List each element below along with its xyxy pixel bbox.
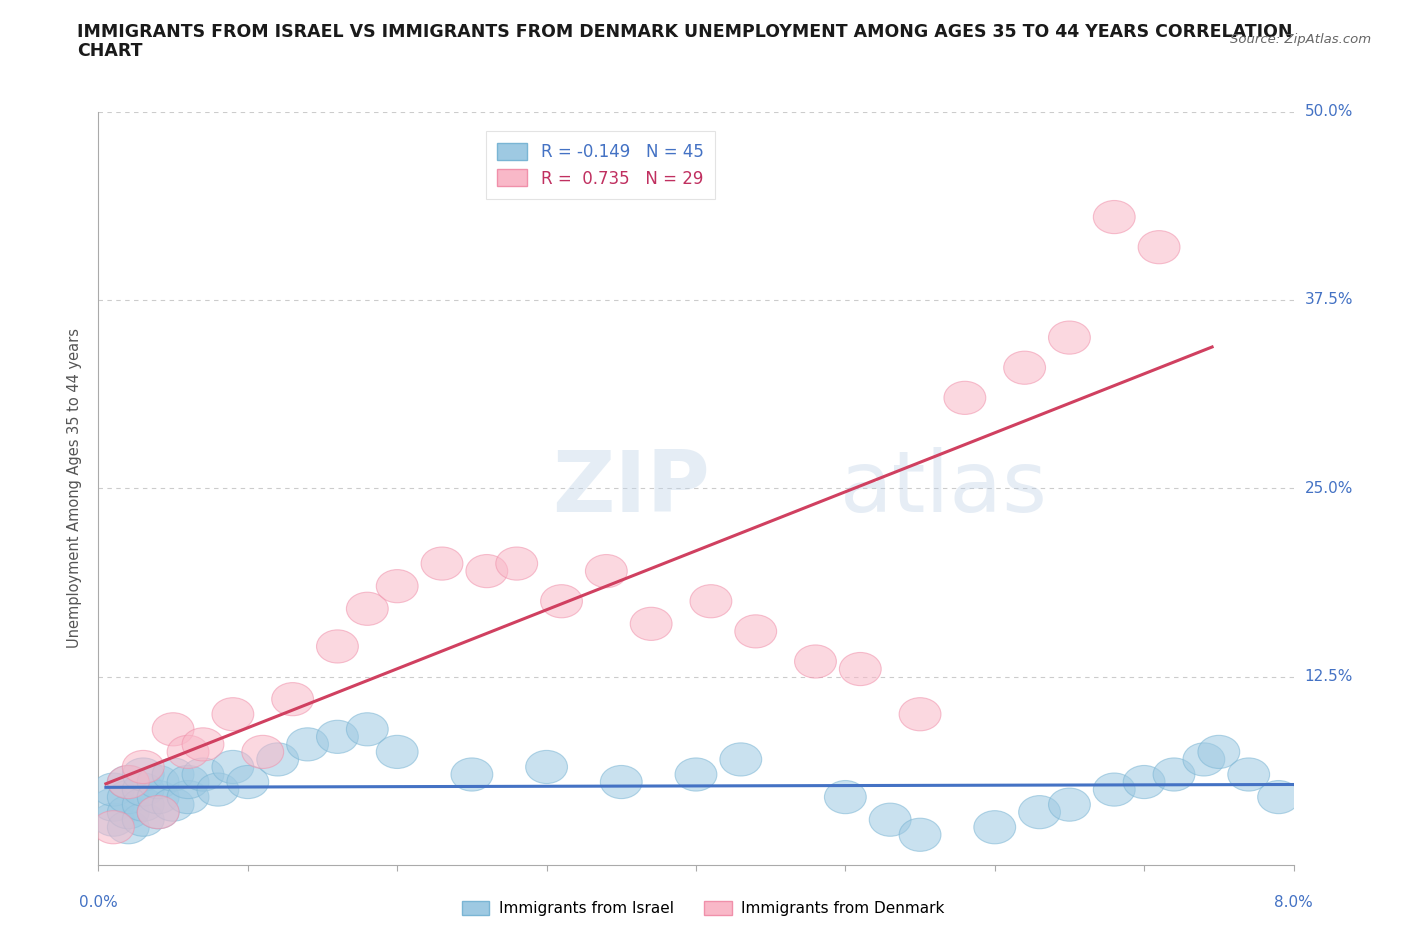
Ellipse shape xyxy=(152,758,194,791)
Ellipse shape xyxy=(839,653,882,685)
Ellipse shape xyxy=(735,615,776,648)
Ellipse shape xyxy=(183,758,224,791)
Ellipse shape xyxy=(377,569,418,603)
Ellipse shape xyxy=(138,795,179,829)
Ellipse shape xyxy=(1049,788,1091,821)
Ellipse shape xyxy=(585,554,627,588)
Ellipse shape xyxy=(1094,773,1135,806)
Ellipse shape xyxy=(690,585,733,618)
Ellipse shape xyxy=(167,736,209,768)
Ellipse shape xyxy=(1139,231,1180,264)
Text: 37.5%: 37.5% xyxy=(1305,292,1353,308)
Ellipse shape xyxy=(138,780,179,814)
Text: 8.0%: 8.0% xyxy=(1274,896,1313,910)
Ellipse shape xyxy=(107,811,149,844)
Ellipse shape xyxy=(287,728,329,761)
Ellipse shape xyxy=(107,765,149,799)
Legend: R = -0.149   N = 45, R =  0.735   N = 29: R = -0.149 N = 45, R = 0.735 N = 29 xyxy=(485,131,716,199)
Ellipse shape xyxy=(152,712,194,746)
Ellipse shape xyxy=(212,751,254,784)
Ellipse shape xyxy=(316,720,359,753)
Text: Source: ZipAtlas.com: Source: ZipAtlas.com xyxy=(1230,33,1371,46)
Ellipse shape xyxy=(107,780,149,814)
Ellipse shape xyxy=(122,758,165,791)
Ellipse shape xyxy=(93,773,135,806)
Ellipse shape xyxy=(183,728,224,761)
Ellipse shape xyxy=(93,788,135,821)
Ellipse shape xyxy=(1004,352,1046,384)
Ellipse shape xyxy=(720,743,762,776)
Y-axis label: Unemployment Among Ages 35 to 44 years: Unemployment Among Ages 35 to 44 years xyxy=(67,328,83,648)
Ellipse shape xyxy=(346,712,388,746)
Ellipse shape xyxy=(167,780,209,814)
Ellipse shape xyxy=(377,736,418,768)
Ellipse shape xyxy=(1094,201,1135,233)
Ellipse shape xyxy=(943,381,986,415)
Ellipse shape xyxy=(122,788,165,821)
Ellipse shape xyxy=(1198,736,1240,768)
Ellipse shape xyxy=(675,758,717,791)
Ellipse shape xyxy=(152,788,194,821)
Ellipse shape xyxy=(600,765,643,799)
Ellipse shape xyxy=(257,743,298,776)
Text: IMMIGRANTS FROM ISRAEL VS IMMIGRANTS FROM DENMARK UNEMPLOYMENT AMONG AGES 35 TO : IMMIGRANTS FROM ISRAEL VS IMMIGRANTS FRO… xyxy=(77,23,1294,41)
Ellipse shape xyxy=(346,592,388,625)
Ellipse shape xyxy=(1227,758,1270,791)
Ellipse shape xyxy=(900,698,941,731)
Text: ZIP: ZIP xyxy=(553,446,710,530)
Ellipse shape xyxy=(794,644,837,678)
Ellipse shape xyxy=(526,751,568,784)
Ellipse shape xyxy=(630,607,672,641)
Ellipse shape xyxy=(271,683,314,716)
Ellipse shape xyxy=(167,765,209,799)
Ellipse shape xyxy=(824,780,866,814)
Ellipse shape xyxy=(869,804,911,836)
Ellipse shape xyxy=(1049,321,1091,354)
Ellipse shape xyxy=(316,630,359,663)
Ellipse shape xyxy=(93,804,135,836)
Ellipse shape xyxy=(138,765,179,799)
Ellipse shape xyxy=(1018,795,1060,829)
Ellipse shape xyxy=(974,811,1015,844)
Ellipse shape xyxy=(451,758,494,791)
Text: atlas: atlas xyxy=(839,446,1047,530)
Ellipse shape xyxy=(212,698,254,731)
Legend: Immigrants from Israel, Immigrants from Denmark: Immigrants from Israel, Immigrants from … xyxy=(456,895,950,923)
Ellipse shape xyxy=(496,547,537,580)
Ellipse shape xyxy=(465,554,508,588)
Ellipse shape xyxy=(107,765,149,799)
Ellipse shape xyxy=(197,773,239,806)
Ellipse shape xyxy=(138,795,179,829)
Ellipse shape xyxy=(93,811,135,844)
Text: 25.0%: 25.0% xyxy=(1305,481,1353,496)
Ellipse shape xyxy=(107,795,149,829)
Text: 12.5%: 12.5% xyxy=(1305,669,1353,684)
Ellipse shape xyxy=(122,773,165,806)
Ellipse shape xyxy=(242,736,284,768)
Ellipse shape xyxy=(1153,758,1195,791)
Text: 0.0%: 0.0% xyxy=(79,896,118,910)
Ellipse shape xyxy=(1182,743,1225,776)
Ellipse shape xyxy=(900,818,941,851)
Text: CHART: CHART xyxy=(77,42,143,60)
Ellipse shape xyxy=(226,765,269,799)
Ellipse shape xyxy=(422,547,463,580)
Ellipse shape xyxy=(1123,765,1166,799)
Ellipse shape xyxy=(540,585,582,618)
Ellipse shape xyxy=(122,804,165,836)
Text: 50.0%: 50.0% xyxy=(1305,104,1353,119)
Ellipse shape xyxy=(1258,780,1299,814)
Ellipse shape xyxy=(122,751,165,784)
